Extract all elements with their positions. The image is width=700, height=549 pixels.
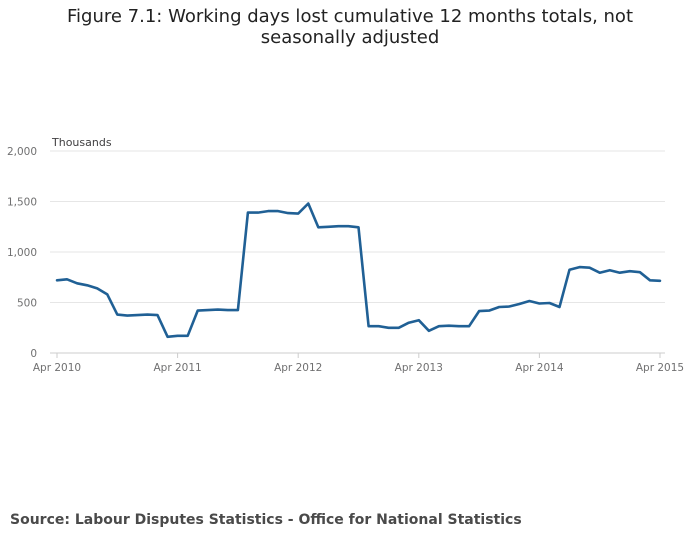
x-tick-label: Apr 2011 (153, 362, 201, 374)
y-tick-label: 1,500 (7, 197, 37, 209)
y-axis-label: Thousands (51, 136, 112, 149)
y-axis: 0 500 1,000 1,500 2,000 (7, 146, 37, 360)
y-tick-label: 0 (30, 348, 37, 360)
x-tick-label: Apr 2010 (33, 362, 81, 374)
series-line (55, 202, 662, 339)
source-note: Source: Labour Disputes Statistics - Off… (10, 512, 522, 528)
chart-title: Figure 7.1: Working days lost cumulative… (67, 6, 633, 48)
gridlines (50, 150, 665, 354)
y-tick-label: 1,000 (7, 247, 37, 259)
x-tick-label: Apr 2014 (515, 362, 564, 374)
x-axis: Apr 2010 Apr 2011 Apr 2012 Apr 2013 Apr 2014… (33, 353, 684, 374)
x-tick-label: Apr 2015 (636, 362, 684, 374)
y-tick-label: 2,000 (7, 146, 37, 158)
x-tick-label: Apr 2012 (274, 362, 322, 374)
x-tick-label: Apr 2013 (395, 362, 443, 374)
y-tick-label: 500 (17, 298, 37, 310)
